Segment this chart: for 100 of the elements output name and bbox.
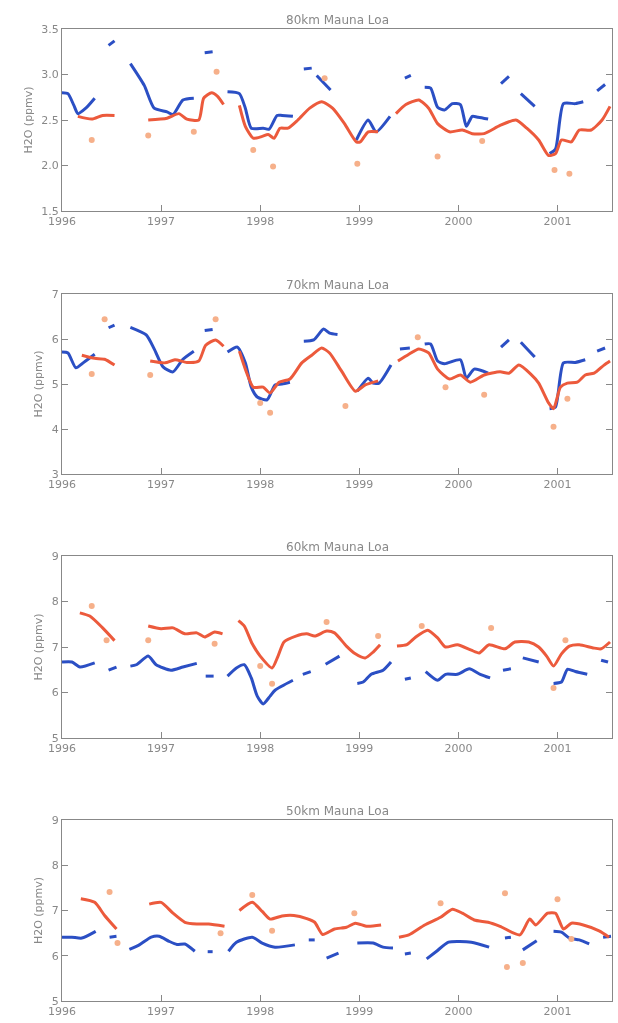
point [479,137,486,144]
y-tick-label: 4 [51,422,59,436]
x-tick-label: 1997 [147,1005,176,1019]
x-tick-label: 1998 [246,742,275,756]
x-tick-label: 1999 [345,1005,374,1019]
y-tick-label: 9 [51,813,59,827]
y-tick-label: 6 [51,949,59,963]
point [88,137,95,144]
point [354,160,361,167]
point [414,334,421,341]
point [418,623,425,630]
point [249,892,256,899]
x-tick-label: 2001 [543,478,572,492]
point [145,637,152,644]
x-tick-label: 1996 [48,215,76,229]
y-tick-label: 5 [51,994,59,1008]
y-tick-label: 6 [51,686,59,700]
point [554,896,561,903]
point [342,403,349,410]
y-tick-label: 3.0 [41,68,59,82]
point [481,391,488,398]
point [106,888,113,895]
x-tick-label: 1996 [48,1005,76,1019]
x-tick-label: 1999 [345,478,374,492]
x-tick-label: 1998 [246,215,275,229]
y-axis-title: H2O (ppmv) [32,350,46,418]
point [351,910,358,917]
point [564,395,571,402]
x-tick-label: 2001 [543,742,572,756]
x-tick-label: 1998 [246,1005,275,1019]
y-tick-label: 3 [51,467,59,481]
x-tick-label: 1997 [147,742,176,756]
point [437,900,444,907]
x-tick-label: 1998 [246,478,275,492]
point [562,637,569,644]
x-tick-label: 2000 [444,215,473,229]
point [375,633,382,640]
point [442,384,449,391]
y-axis-title: H2O (ppmv) [32,876,46,945]
y-tick-label: 8 [51,595,59,609]
point [488,624,495,631]
point [211,640,218,647]
point [145,132,152,139]
x-tick-label: 1997 [147,215,176,229]
point [503,964,510,971]
y-tick-label: 7 [51,287,59,301]
point [147,372,154,378]
point [250,147,257,154]
x-tick-label: 2000 [444,742,473,756]
chart-title: 70km Mauna Loa [286,278,389,292]
point [190,128,197,135]
y-tick-label: 7 [51,640,59,654]
y-tick-label: 3.5 [41,22,59,36]
point [566,170,573,177]
point [270,163,277,170]
point [321,75,328,82]
point [114,940,121,947]
point [257,399,264,406]
x-tick-label: 2000 [444,1005,473,1019]
point [519,959,526,966]
y-tick-label: 8 [51,859,59,873]
y-tick-label: 7 [51,904,59,918]
point [269,927,276,934]
y-axis-title: H2O (ppmv) [21,86,35,154]
y-tick-label: 5 [51,377,59,391]
point [551,167,558,174]
y-axis-title: H2O (ppmv) [32,613,46,681]
point [323,618,330,625]
x-tick-label: 1999 [345,742,374,756]
point [101,316,108,323]
x-tick-label: 1996 [48,742,76,756]
chart-title: 80km Mauna Loa [286,13,389,27]
y-tick-label: 2.0 [41,159,59,173]
chart-title: 60km Mauna Loa [286,540,389,554]
y-tick-label: 2.5 [41,113,59,127]
point [103,637,110,644]
point [434,153,441,160]
y-tick-label: 6 [51,332,59,346]
point [269,680,276,687]
point [217,930,224,937]
point [88,603,95,610]
point [213,68,220,75]
x-tick-label: 2001 [543,215,572,229]
chart-title: 50km Mauna Loa [286,804,389,818]
y-tick-label: 5 [51,731,59,745]
x-tick-label: 1999 [345,215,374,229]
point [550,684,557,691]
point [88,371,95,378]
point [267,409,274,416]
point [568,936,575,943]
x-tick-label: 2000 [444,478,473,492]
x-tick-label: 1997 [147,478,176,492]
point [212,316,219,323]
point [257,663,264,670]
y-tick-label: 9 [51,549,59,563]
point [501,890,508,897]
point [550,423,557,430]
y-tick-label: 1.5 [41,204,59,218]
x-tick-label: 2001 [543,1005,572,1019]
x-tick-label: 1996 [48,478,76,492]
